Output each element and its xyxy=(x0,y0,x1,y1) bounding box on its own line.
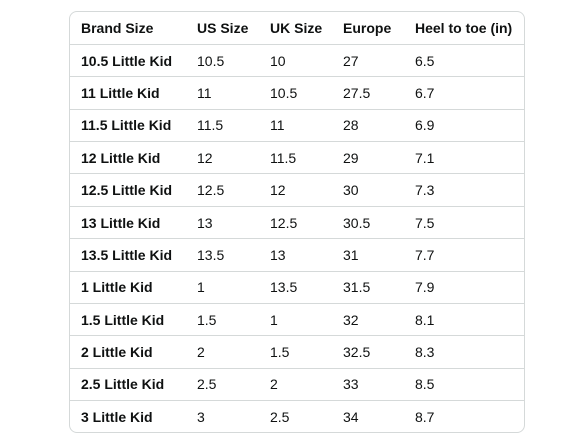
table-header-row: Brand Size US Size UK Size Europe Heel t… xyxy=(70,12,524,45)
cell-us-size: 11 xyxy=(186,76,259,110)
cell-heel-to-toe: 8.7 xyxy=(415,409,435,426)
table-row: 11.5 Little Kid 11.5 11 28 6.9 xyxy=(70,109,524,143)
cell-heel-to-toe: 7.9 xyxy=(404,271,524,305)
cell-europe: 27.5 xyxy=(332,76,404,110)
cell-brand-size: 1 Little Kid xyxy=(70,271,186,305)
table-row: 11 Little Kid 11 10.5 27.5 6.7 xyxy=(70,76,524,110)
cell-europe: 30.5 xyxy=(332,206,404,240)
table-row: 12.5 Little Kid 12.5 12 30 7.3 xyxy=(70,173,524,207)
cell-uk-size: 12.5 xyxy=(259,206,332,240)
cell-europe: 32 xyxy=(332,303,404,337)
cell-us-size: 12.5 xyxy=(186,173,259,207)
table-row: 13 Little Kid 13 12.5 30.5 7.5 xyxy=(70,206,524,240)
cell-heel-to-toe: 8.1 xyxy=(404,303,524,337)
cell-uk-size: 13 xyxy=(259,238,332,272)
cell-us-size: 11.5 xyxy=(186,109,259,143)
size-chart: Brand Size US Size UK Size Europe Heel t… xyxy=(70,12,524,432)
cell-europe: 27 xyxy=(332,44,404,78)
cell-brand-size: 11 Little Kid xyxy=(70,76,186,110)
cell-brand-size: 12 Little Kid xyxy=(70,141,186,175)
table-row: 1 Little Kid 1 13.5 31.5 7.9 xyxy=(70,271,524,305)
cell-uk-size: 13.5 xyxy=(259,271,332,305)
cell-heel-to-toe: 6.9 xyxy=(404,109,524,143)
cell-uk-size: 12 xyxy=(259,173,332,207)
cell-europe: 31.5 xyxy=(332,271,404,305)
cell-us-size: 3 xyxy=(197,409,205,426)
cell-us-size: 12 xyxy=(186,141,259,175)
cell-europe: 30 xyxy=(332,173,404,207)
table-body: 10.5 Little Kid 10.5 10 27 6.5 11 Little Kid 1… xyxy=(70,44,524,432)
cell-heel-to-toe: 6.7 xyxy=(404,76,524,110)
cell-uk-size: 10.5 xyxy=(259,76,332,110)
cell-heel-to-toe: 7.3 xyxy=(404,173,524,207)
cell-us-size: 10.5 xyxy=(186,44,259,78)
cell-us-size: 13 xyxy=(186,206,259,240)
cell-brand-size: 13.5 Little Kid xyxy=(70,238,186,272)
table-row: 13.5 Little Kid 13.5 13 31 7.7 xyxy=(70,238,524,272)
header-us-size: US Size xyxy=(186,12,259,45)
cell-us-size: 13.5 xyxy=(186,238,259,272)
header-europe: Europe xyxy=(332,12,404,45)
cell-heel-to-toe: 6.5 xyxy=(404,44,524,78)
cell-heel-to-toe: 7.5 xyxy=(404,206,524,240)
header-heel-to-toe: Heel to toe (in) xyxy=(404,12,524,45)
cell-uk-size: 1.5 xyxy=(259,335,332,369)
cell-uk-size: 11 xyxy=(259,109,332,143)
table-row: 3 Little Kid 3 2.5 34 8.7 xyxy=(70,401,524,432)
cell-heel-to-toe: 8.5 xyxy=(404,368,524,402)
cell-europe: 32.5 xyxy=(332,335,404,369)
cell-us-size: 2 xyxy=(186,335,259,369)
header-brand-size: Brand Size xyxy=(70,12,186,45)
cell-us-size: 1.5 xyxy=(186,303,259,337)
cell-heel-to-toe: 7.7 xyxy=(404,238,524,272)
cell-brand-size: 3 Little Kid xyxy=(81,409,153,426)
cell-uk-size: 10 xyxy=(259,44,332,78)
cell-uk-size: 2 xyxy=(259,368,332,402)
cell-uk-size: 1 xyxy=(259,303,332,337)
cell-brand-size: 11.5 Little Kid xyxy=(70,109,186,143)
cell-brand-size: 13 Little Kid xyxy=(70,206,186,240)
cell-brand-size: 10.5 Little Kid xyxy=(70,44,186,78)
table-row: 2.5 Little Kid 2.5 2 33 8.5 xyxy=(70,368,524,402)
table-row: 12 Little Kid 12 11.5 29 7.1 xyxy=(70,141,524,175)
cell-heel-to-toe: 8.3 xyxy=(404,335,524,369)
cell-brand-size: 2 Little Kid xyxy=(70,335,186,369)
cell-europe: 31 xyxy=(332,238,404,272)
cell-europe: 29 xyxy=(332,141,404,175)
cell-uk-size: 11.5 xyxy=(259,141,332,175)
cell-brand-size: 12.5 Little Kid xyxy=(70,173,186,207)
cell-europe: 34 xyxy=(343,409,359,426)
cell-brand-size: 2.5 Little Kid xyxy=(70,368,186,402)
cell-us-size: 1 xyxy=(186,271,259,305)
cell-us-size: 2.5 xyxy=(186,368,259,402)
cell-heel-to-toe: 7.1 xyxy=(404,141,524,175)
header-uk-size: UK Size xyxy=(259,12,332,45)
cell-uk-size: 2.5 xyxy=(270,409,290,426)
table-row: 2 Little Kid 2 1.5 32.5 8.3 xyxy=(70,335,524,369)
cell-europe: 28 xyxy=(332,109,404,143)
size-chart-table: Brand Size US Size UK Size Europe Heel t… xyxy=(69,11,525,433)
table-row: 1.5 Little Kid 1.5 1 32 8.1 xyxy=(70,303,524,337)
table-row: 10.5 Little Kid 10.5 10 27 6.5 xyxy=(70,44,524,78)
cell-europe: 33 xyxy=(332,368,404,402)
cell-brand-size: 1.5 Little Kid xyxy=(70,303,186,337)
